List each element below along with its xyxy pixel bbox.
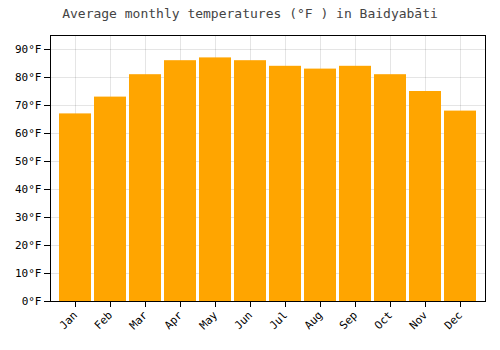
svg-text:90°F: 90°F bbox=[15, 43, 42, 56]
svg-text:Oct: Oct bbox=[372, 309, 395, 332]
svg-text:40°F: 40°F bbox=[15, 183, 42, 196]
svg-text:70°F: 70°F bbox=[15, 99, 42, 112]
svg-text:Mar: Mar bbox=[127, 308, 151, 332]
svg-text:Jan: Jan bbox=[57, 309, 80, 332]
svg-text:10°F: 10°F bbox=[15, 267, 42, 280]
svg-text:Jul: Jul bbox=[267, 309, 290, 332]
html-text:Average monthly temperatures (: Average monthly temperatures (°F ) in Ba… bbox=[62, 6, 438, 21]
svg-text:May: May bbox=[197, 308, 221, 332]
svg-text:Feb: Feb bbox=[92, 309, 115, 332]
svg-text:60°F: 60°F bbox=[15, 127, 42, 140]
svg-text:Dec: Dec bbox=[442, 309, 465, 332]
svg-text:80°F: 80°F bbox=[15, 71, 42, 84]
svg-text:Jun: Jun bbox=[232, 309, 255, 332]
svg-text:Apr: Apr bbox=[162, 308, 186, 332]
svg-text:20°F: 20°F bbox=[15, 239, 42, 252]
svg-text:Aug: Aug bbox=[302, 309, 325, 332]
svg-text:Nov: Nov bbox=[407, 308, 431, 332]
svg-text:Sep: Sep bbox=[337, 309, 360, 332]
svg-text:30°F: 30°F bbox=[15, 211, 42, 224]
svg-text:50°F: 50°F bbox=[15, 155, 42, 168]
svg-text:0°F: 0°F bbox=[22, 295, 42, 308]
